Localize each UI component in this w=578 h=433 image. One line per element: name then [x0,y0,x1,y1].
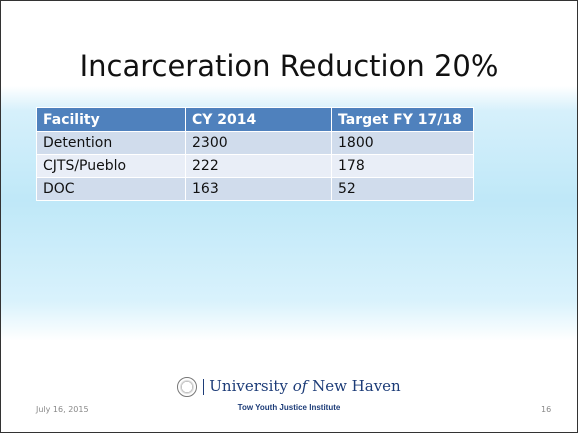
slide-date: July 16, 2015 [36,405,89,414]
page-number: 16 [541,405,552,414]
slide-title: Incarceration Reduction 20% [79,49,499,83]
table-cell: 163 [185,177,332,201]
seal-icon [177,377,198,397]
separator [203,379,205,395]
table-cell: Detention [36,131,186,155]
logo-text: New Haven [312,377,401,395]
table-cell: 222 [185,154,332,178]
table-cell: 2300 [185,131,332,155]
table-row: CJTS/Pueblo 222 178 [36,154,474,178]
table-cell: DOC [36,177,186,201]
column-header: Target FY 17/18 [331,107,474,132]
table-cell: 1800 [331,131,474,155]
table-row: DOC 163 52 [36,177,474,201]
table-cell: 52 [331,177,474,201]
table-cell: 178 [331,154,474,178]
table-row: Detention 2300 1800 [36,131,474,155]
logo-text: of [292,377,308,395]
column-header: Facility [36,107,186,132]
institute-name: Tow Youth Justice Institute [237,403,341,412]
logo: University of New Haven [1,377,577,397]
header-row: Facility CY 2014 Target FY 17/18 [36,107,474,132]
data-table: Facility CY 2014 Target FY 17/18 Detention 2… [36,107,474,201]
table-cell: CJTS/Pueblo [36,154,186,178]
logo-text: University [209,377,288,395]
column-header: CY 2014 [185,107,332,132]
